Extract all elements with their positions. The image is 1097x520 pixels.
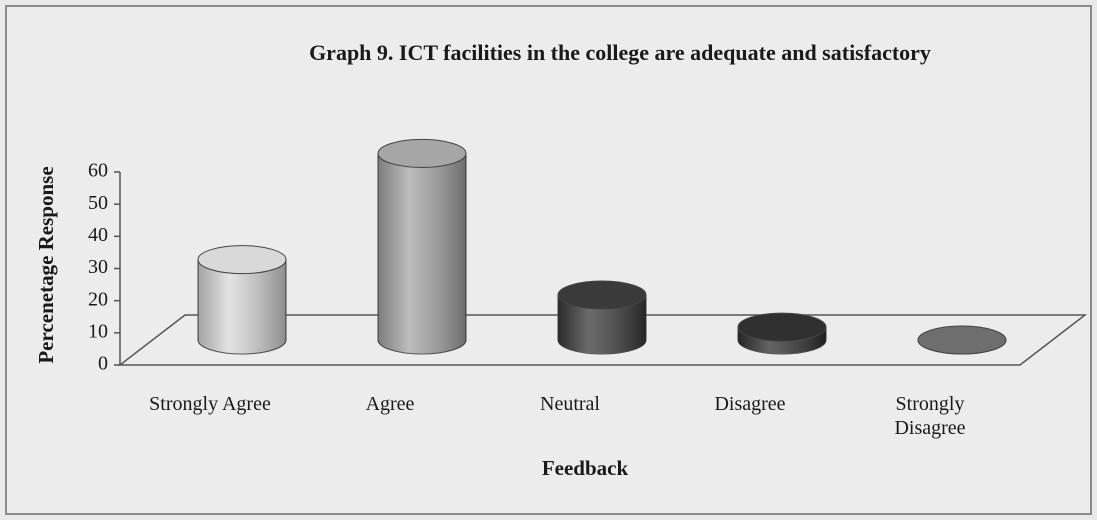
bar [917,325,1007,355]
x-tick-label: Strongly Disagree [894,393,965,439]
bar [737,312,827,355]
y-tick-label: 30 [88,256,108,278]
y-tick-label: 40 [88,224,108,246]
x-tick-label: Disagree [714,393,785,415]
y-axis-label: Percenetage Response [34,166,58,363]
bar-shade [738,327,826,354]
floor [117,314,1088,366]
bar-top [737,312,827,342]
y-tick-label: 0 [98,353,108,375]
chart-title: Graph 9. ICT facilities in the college a… [309,40,931,65]
bar-top [557,280,647,310]
bar [377,138,467,355]
bar-top [377,138,467,168]
bar [557,280,647,355]
y-tick-label: 50 [88,192,108,214]
bar-top [917,325,1007,355]
y-tick-label: 60 [88,160,108,182]
bar [197,245,287,355]
y-tick-label: 10 [88,320,108,342]
bar-shade [558,294,646,354]
bar-shade [378,153,466,354]
bar-top [197,245,287,275]
y-tick-label: 20 [88,288,108,310]
x-tick-label: Neutral [540,393,600,415]
x-tick-label: Agree [366,393,415,415]
bar-shade [198,259,286,354]
x-tick-label: Strongly Agree [149,393,271,415]
chart-frame [5,5,1092,515]
x-axis-label: Feedback [542,456,629,480]
